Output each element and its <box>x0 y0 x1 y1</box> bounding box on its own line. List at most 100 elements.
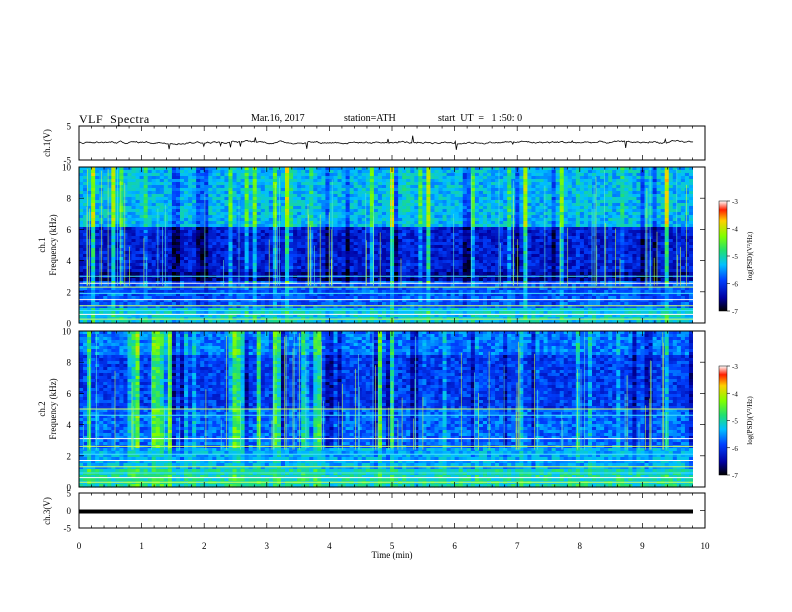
spectrogram-cell <box>208 167 213 171</box>
spectrogram-cell <box>236 176 242 180</box>
spectrogram-cell <box>184 263 189 267</box>
spectrogram-cell <box>442 170 448 174</box>
spectrogram-cell <box>171 212 177 216</box>
spectrogram-cell <box>616 170 621 174</box>
spectrogram-cell <box>143 209 149 213</box>
spectrogram-cell <box>341 191 347 195</box>
spectrogram-cell <box>79 260 84 264</box>
spectrogram-cell <box>579 176 585 180</box>
spectrogram-cell <box>361 224 367 228</box>
spectrogram-cell <box>628 188 634 192</box>
spectrogram-cell <box>499 167 504 171</box>
spectrogram-cell <box>640 167 646 171</box>
spectrogram-cell <box>527 227 533 231</box>
spectrogram-cell <box>264 254 270 258</box>
spectrogram-cell <box>369 203 375 207</box>
spectrogram-cell <box>313 260 318 264</box>
spectrogram-cell <box>414 188 419 192</box>
spectrogram-cell <box>361 203 367 207</box>
spectrogram-cell <box>430 167 436 171</box>
spectrogram-cell <box>442 212 448 216</box>
spectrogram-cell <box>640 254 646 258</box>
spectrogram-cell <box>289 230 294 234</box>
spectrogram-cell <box>587 227 593 231</box>
spectrogram-cell <box>159 242 165 246</box>
spectrogram-cell <box>503 236 508 240</box>
spectrogram-cell <box>329 194 335 198</box>
spectrogram-cell <box>192 230 197 234</box>
spectrogram-cell <box>184 206 189 210</box>
spectrogram-cell <box>406 215 411 219</box>
spectrogram-cell <box>668 260 674 264</box>
spectrogram-cell <box>567 197 573 201</box>
spectrogram-cell <box>325 197 331 201</box>
spectrogram-cell <box>179 263 185 267</box>
spectrogram-cell <box>155 179 161 183</box>
spectrogram-cell <box>406 257 411 261</box>
spectrogram-cell <box>478 263 484 267</box>
spectrogram-cell <box>604 227 609 231</box>
spectrogram-cell <box>289 227 294 231</box>
spectrogram-cell <box>228 173 234 177</box>
spectrogram-cell <box>612 248 617 252</box>
spectrogram-cell <box>123 188 129 192</box>
spectrogram-cell <box>515 194 520 198</box>
spectrogram-cell <box>652 227 658 231</box>
spectrogram-cell <box>365 200 371 204</box>
spectrogram-cell <box>547 224 553 228</box>
spectrogram-cell <box>184 233 189 237</box>
spectrogram-cell <box>527 185 533 189</box>
spectrogram-cell <box>406 239 411 243</box>
spectrogram-cell <box>79 194 84 198</box>
spectrogram-cell <box>608 176 613 180</box>
spectrogram-cell <box>260 257 266 261</box>
spectrogram-cell <box>543 191 549 195</box>
spectrogram-cell <box>83 200 88 204</box>
spectrogram-cell <box>268 260 274 264</box>
spectrogram-cell <box>313 185 318 189</box>
spectrogram-cell <box>264 185 270 189</box>
spectrogram-cell <box>127 233 133 237</box>
spectrogram-cell <box>386 206 391 210</box>
spectrogram-cell <box>418 197 423 201</box>
spectrogram-cell <box>547 248 553 252</box>
spectrogram-cell <box>159 173 165 177</box>
spectrogram-cell <box>454 209 460 213</box>
spectrogram-cell <box>293 173 298 177</box>
spectrogram-cell <box>159 260 165 264</box>
spectrogram-cell <box>244 248 250 252</box>
spectrogram-cell <box>123 248 129 252</box>
spectrogram-cell <box>212 185 217 189</box>
spectrogram-cell <box>406 245 411 249</box>
spectrogram-cell <box>612 182 617 186</box>
spectrogram-cell <box>604 242 609 246</box>
spectrogram-cell <box>438 182 444 186</box>
spectrogram-cell <box>616 200 621 204</box>
spectrogram-cell <box>406 248 411 252</box>
spectrogram-cell <box>377 212 383 216</box>
spectrogram-cell <box>119 197 125 201</box>
spectrogram-cell <box>240 176 246 180</box>
spectrogram-cell <box>454 173 460 177</box>
spectrogram-cell <box>519 245 524 249</box>
spectrogram-cell <box>608 236 613 240</box>
spectrogram-cell <box>369 233 375 237</box>
spectrogram-cell <box>349 248 355 252</box>
spectrogram-cell <box>256 182 262 186</box>
spectrogram-cell <box>155 167 161 171</box>
spectrogram-cell <box>495 215 500 219</box>
spectrogram-cell <box>406 179 411 183</box>
spectrogram-cell <box>103 236 108 240</box>
spectrogram-cell <box>434 173 440 177</box>
spectrogram-cell <box>596 215 601 219</box>
spectrogram-cell <box>256 173 262 177</box>
spectrogram-cell <box>212 242 217 246</box>
spectrogram-cell <box>632 209 638 213</box>
spectrogram-cell <box>470 209 476 213</box>
spectrogram-cell <box>624 185 629 189</box>
spectrogram-cell <box>531 218 537 222</box>
spectrogram-cell <box>402 248 407 252</box>
spectrogram-cell <box>563 239 569 243</box>
spectrogram-cell <box>256 206 262 210</box>
spectrogram-cell <box>373 167 379 171</box>
